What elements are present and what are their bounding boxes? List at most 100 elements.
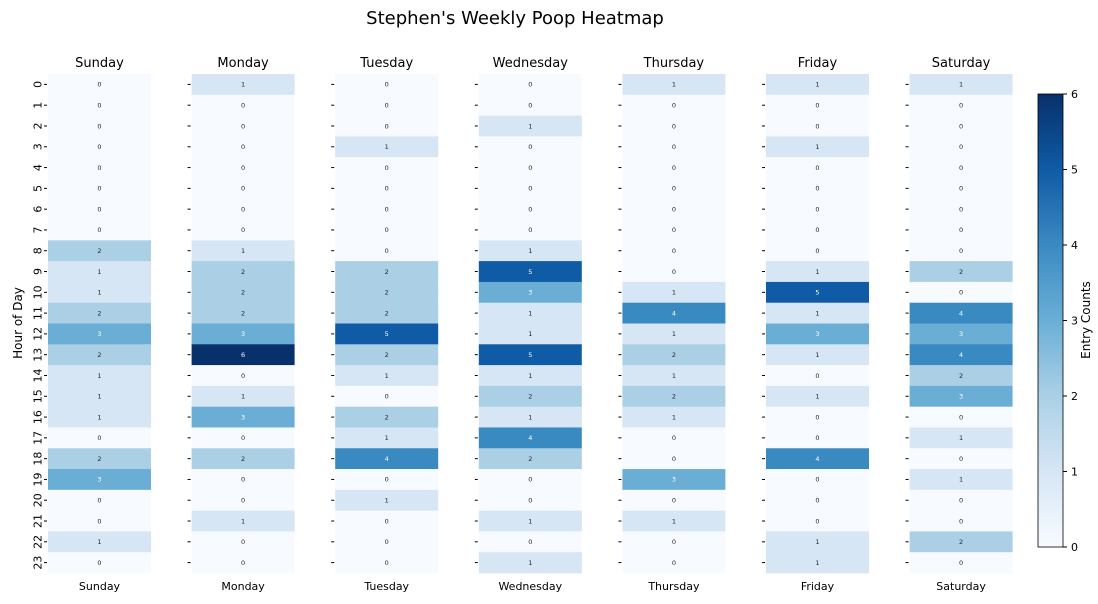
heatmap-cell (622, 281, 726, 304)
heatmap-cell (48, 240, 151, 262)
cell-value-label: 0 (385, 81, 389, 89)
y-tick-label: 2 (32, 122, 45, 129)
cell-value-label: 4 (385, 455, 389, 463)
cell-value-label: 0 (672, 434, 676, 442)
cell-value-label: 0 (241, 226, 245, 234)
y-tick-label: 11 (32, 306, 45, 320)
heatmap-cell (478, 261, 582, 283)
cell-value-label: 0 (97, 143, 101, 151)
cell-value-label: 1 (97, 413, 101, 421)
heatmap-cell (909, 323, 1013, 345)
cell-value-label: 1 (672, 289, 676, 297)
y-tick-label: 1 (32, 102, 45, 109)
cell-value-label: 0 (672, 497, 676, 505)
cell-value-label: 0 (672, 538, 676, 546)
cell-value-label: 0 (385, 476, 389, 484)
cell-value-label: 0 (241, 538, 245, 546)
cell-value-label: 1 (528, 413, 532, 421)
colorbar-tick-label: 3 (1071, 315, 1078, 328)
heatmap-cell (335, 94, 439, 116)
cell-value-label: 2 (385, 309, 389, 317)
heatmap-cell (191, 177, 295, 200)
heatmap-cell (335, 115, 439, 137)
heatmap-cell (478, 281, 582, 304)
heatmap-cell (766, 115, 869, 137)
cell-value-label: 0 (672, 226, 676, 234)
heatmap-cell (478, 385, 582, 408)
cell-value-label: 0 (672, 205, 676, 213)
cell-value-label: 0 (385, 538, 389, 546)
heatmap-cell (48, 344, 151, 366)
cell-value-label: 0 (815, 101, 819, 109)
cell-value-label: 0 (959, 226, 963, 234)
heatmap-cell (48, 157, 151, 179)
y-tick-label: 23 (32, 556, 45, 570)
heatmap-cell (191, 323, 295, 345)
y-tick-label: 18 (32, 452, 45, 466)
heatmap-cell (766, 302, 869, 324)
day-panel-title: Tuesday (359, 56, 413, 71)
cell-value-label: 2 (241, 289, 245, 297)
heatmap-cell (622, 510, 726, 532)
heatmap-cell (909, 406, 1013, 428)
heatmap-cell (191, 198, 295, 220)
cell-value-label: 0 (97, 185, 101, 193)
y-tick-label: 20 (32, 493, 45, 507)
heatmap-cell (478, 344, 582, 366)
cell-value-label: 1 (528, 517, 532, 525)
heatmap-cell (335, 448, 439, 470)
heatmap-cell (48, 510, 151, 532)
heatmap-cell (766, 344, 869, 366)
cell-value-label: 0 (959, 122, 963, 130)
cell-value-label: 0 (672, 122, 676, 130)
cell-value-label: 1 (672, 372, 676, 380)
cell-value-label: 1 (815, 309, 819, 317)
cell-value-label: 3 (672, 476, 676, 484)
y-tick-label: 16 (32, 410, 45, 424)
cell-value-label: 1 (959, 476, 963, 484)
day-panel: Friday Friday 1 0 0 1 0 0 0 0 0 1 5 1 3 1 0 1 0 0 4 0 0 0 1 1 (762, 56, 869, 593)
cell-value-label: 0 (815, 434, 819, 442)
heatmap-cell (909, 469, 1013, 491)
cell-value-label: 2 (97, 455, 101, 463)
colorbar-tick-label: 5 (1071, 164, 1078, 177)
heatmap-cell (766, 74, 869, 96)
cell-value-label: 1 (815, 393, 819, 401)
heatmap-cell (622, 489, 726, 512)
heatmap-cell (622, 323, 726, 345)
heatmap-cell (48, 365, 151, 387)
colorbar-label: Entry Counts (1079, 281, 1093, 359)
cell-value-label: 2 (385, 413, 389, 421)
cell-value-label: 1 (959, 81, 963, 89)
y-tick-label: 7 (32, 226, 45, 233)
cell-value-label: 0 (385, 101, 389, 109)
heatmap-cell (191, 510, 295, 532)
heatmap-cell (335, 198, 439, 220)
y-tick-label: 4 (32, 164, 45, 171)
heatmap-cell (335, 365, 439, 387)
heatmap-cell (478, 427, 582, 449)
cell-value-label: 0 (385, 559, 389, 567)
cell-value-label: 0 (241, 497, 245, 505)
cell-value-label: 1 (528, 309, 532, 317)
heatmap-cell (48, 198, 151, 220)
cell-value-label: 0 (815, 372, 819, 380)
cell-value-label: 0 (815, 122, 819, 130)
y-axis-label: Hour of Day (11, 287, 25, 359)
cell-value-label: 1 (528, 330, 532, 338)
cell-value-label: 0 (959, 164, 963, 172)
heatmap-cell (191, 385, 295, 408)
heatmap-cell (335, 385, 439, 408)
cell-value-label: 2 (959, 268, 963, 276)
day-panel-title: Monday (217, 56, 269, 71)
cell-value-label: 0 (241, 143, 245, 151)
colorbar-tick-label: 4 (1071, 239, 1078, 252)
heatmap-cell (335, 531, 439, 553)
cell-value-label: 0 (241, 185, 245, 193)
heatmap-cell (335, 157, 439, 179)
heatmap-cell (335, 427, 439, 449)
cell-value-label: 2 (385, 351, 389, 359)
heatmap-cell (191, 489, 295, 512)
heatmap-cell (622, 261, 726, 283)
